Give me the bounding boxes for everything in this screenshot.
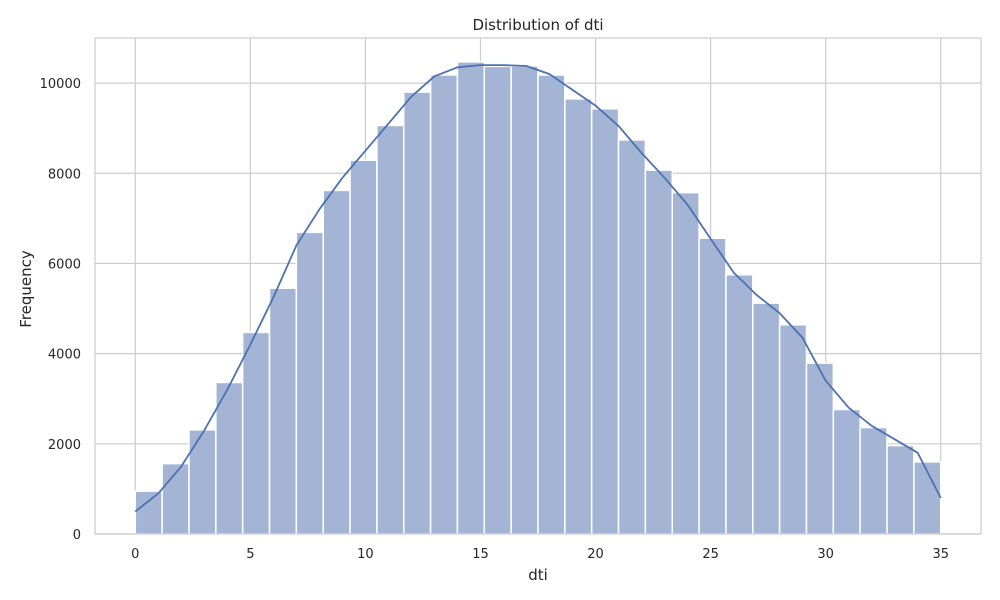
histogram-bar <box>537 74 566 535</box>
histogram-bar <box>241 331 271 535</box>
histogram-bar <box>778 324 808 535</box>
y-tick-label: 8000 <box>48 167 81 182</box>
histogram-bar <box>215 381 244 535</box>
histogram-bar <box>188 429 217 535</box>
x-tick-labels: 0 5 10 15 20 25 30 35 <box>131 547 949 562</box>
x-tick-label: 0 <box>131 547 139 562</box>
histogram-bar <box>859 426 888 535</box>
histogram-bar <box>268 287 298 535</box>
histogram-bar <box>698 237 727 535</box>
kde-curve-group <box>134 64 942 513</box>
x-tick-label: 5 <box>246 547 254 562</box>
kde-line <box>134 64 942 513</box>
histogram-bar <box>617 139 647 535</box>
y-tick-labels: 0 2000 4000 6000 8000 10000 <box>40 77 81 543</box>
histogram-bar <box>134 490 163 535</box>
histogram-bar <box>403 91 432 535</box>
histogram-bar <box>644 169 673 535</box>
plot-frame <box>94 37 982 535</box>
y-tick-label: 0 <box>73 528 81 543</box>
histogram-bar <box>725 273 754 535</box>
x-tick-label: 25 <box>702 547 719 562</box>
histogram-bar <box>295 231 324 535</box>
x-tick-label: 20 <box>587 547 604 562</box>
histogram-bar <box>376 124 405 535</box>
histogram-bar <box>805 362 835 535</box>
histogram-bar <box>671 191 700 535</box>
histogram-bar <box>886 444 915 535</box>
y-axis-label: Frequency <box>17 250 35 328</box>
histogram-bar <box>752 302 781 535</box>
x-tick-label: 30 <box>817 547 834 562</box>
histogram-bar <box>322 189 351 535</box>
histogram-bar <box>456 61 486 535</box>
histogram-bar <box>913 461 942 535</box>
histogram-bar <box>832 408 861 535</box>
histogram-bar <box>483 65 512 535</box>
y-tick-label: 4000 <box>48 348 81 363</box>
histogram-bar <box>590 108 620 535</box>
y-tick-label: 10000 <box>40 77 81 92</box>
histogram-bar <box>429 74 459 535</box>
y-tick-label: 2000 <box>48 438 81 453</box>
histogram-bar <box>564 98 593 535</box>
histogram-bar <box>349 159 378 535</box>
y-tick-label: 6000 <box>48 257 81 272</box>
x-tick-label: 15 <box>472 547 489 562</box>
x-tick-label: 35 <box>932 547 949 562</box>
x-axis-label: dti <box>528 566 548 584</box>
x-tick-label: 10 <box>357 547 374 562</box>
histogram-bar <box>510 65 539 535</box>
chart-title: Distribution of dti <box>472 16 603 34</box>
